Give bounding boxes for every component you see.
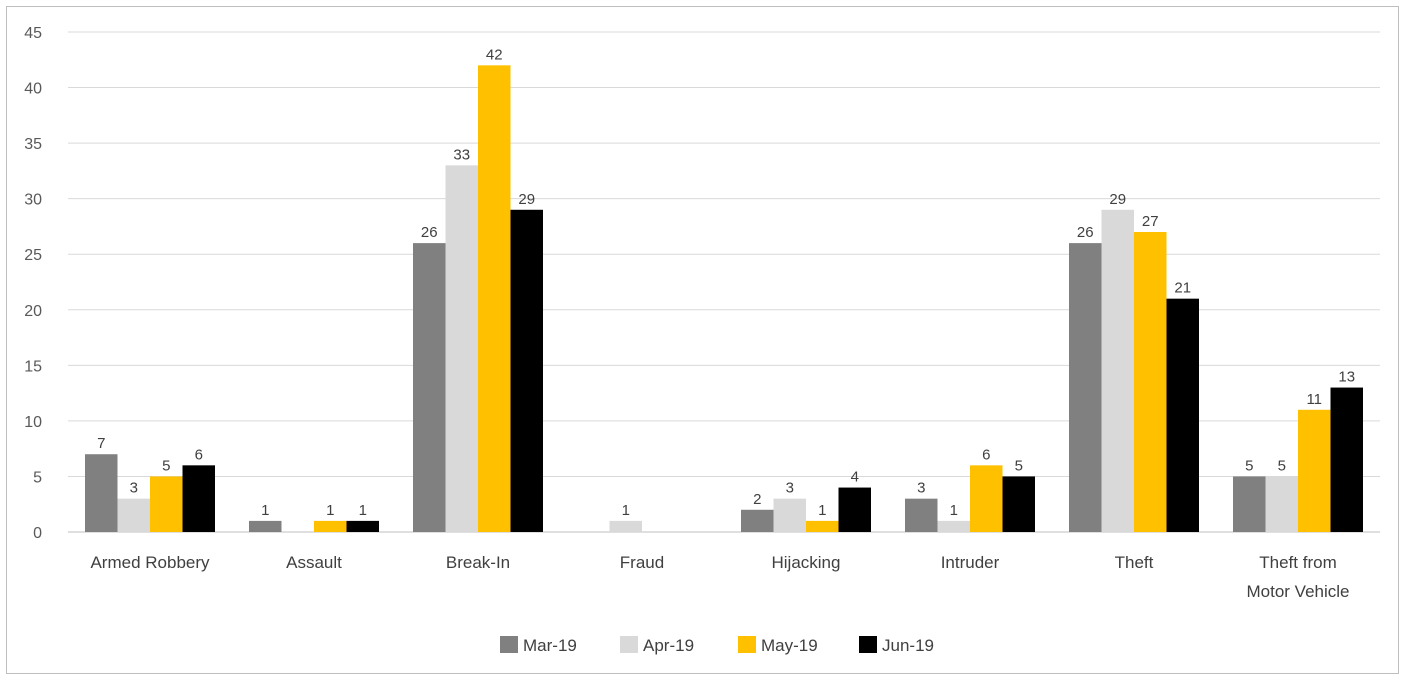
data-label: 4 — [851, 469, 859, 486]
data-label: 1 — [359, 502, 367, 519]
bar — [413, 243, 446, 532]
legend-label: Jun-19 — [882, 636, 934, 655]
x-category-label: Theft from — [1259, 553, 1336, 572]
x-category-label: Armed Robbery — [90, 553, 210, 572]
bar — [609, 520, 642, 532]
x-category-label: Fraud — [620, 553, 664, 572]
data-label: 6 — [982, 446, 990, 463]
bar — [346, 520, 379, 532]
data-label: 7 — [97, 435, 105, 452]
legend-label: May-19 — [761, 636, 818, 655]
data-label: 1 — [261, 502, 269, 519]
bar — [1134, 232, 1167, 532]
data-label: 2 — [753, 491, 761, 508]
data-label: 5 — [1015, 457, 1023, 474]
bar — [1233, 476, 1266, 532]
data-label: 26 — [1077, 224, 1094, 241]
data-label: 13 — [1338, 369, 1355, 386]
bar — [1330, 387, 1363, 532]
x-category-label: Hijacking — [772, 553, 841, 572]
legend-swatch — [738, 636, 756, 653]
data-label: 3 — [786, 480, 794, 497]
data-label: 21 — [1174, 280, 1191, 297]
bar — [478, 65, 511, 532]
bar — [510, 209, 543, 532]
y-tick-label: 45 — [24, 25, 42, 42]
data-label: 26 — [421, 224, 438, 241]
data-label: 5 — [1245, 457, 1253, 474]
x-category-label: Break-In — [446, 553, 510, 572]
y-tick-label: 0 — [33, 525, 42, 542]
x-category-label: Assault — [286, 553, 342, 572]
legend-swatch — [859, 636, 877, 653]
bar — [85, 454, 118, 532]
bar — [445, 165, 478, 533]
y-tick-label: 35 — [24, 136, 42, 153]
y-tick-label: 25 — [24, 247, 42, 264]
data-label: 5 — [162, 457, 170, 474]
data-label: 3 — [130, 480, 138, 497]
bar — [1069, 243, 1102, 532]
bar — [773, 498, 806, 532]
bar — [1166, 298, 1199, 532]
y-tick-label: 5 — [33, 469, 42, 486]
data-label: 1 — [622, 502, 630, 519]
bar — [970, 465, 1003, 532]
bar — [150, 476, 183, 532]
bar — [117, 498, 150, 532]
bar — [838, 487, 871, 532]
bar — [1265, 476, 1298, 532]
x-category-label: Theft — [1115, 553, 1154, 572]
y-tick-label: 40 — [24, 81, 42, 98]
bar — [1002, 476, 1035, 532]
x-category-label: Intruder — [941, 553, 1000, 572]
bar — [905, 498, 938, 532]
data-label: 1 — [950, 502, 958, 519]
bar — [1101, 209, 1134, 532]
data-label: 33 — [453, 146, 470, 163]
data-label: 1 — [326, 502, 334, 519]
y-tick-label: 10 — [24, 414, 42, 431]
data-label: 29 — [1109, 191, 1126, 208]
x-category-label: Motor Vehicle — [1247, 582, 1350, 601]
data-label: 27 — [1142, 213, 1159, 230]
data-label: 11 — [1306, 391, 1322, 408]
bar — [741, 509, 774, 532]
legend-label: Apr-19 — [643, 636, 694, 655]
bar — [806, 520, 839, 532]
legend-swatch — [620, 636, 638, 653]
bar — [937, 520, 970, 532]
legend-label: Mar-19 — [523, 636, 577, 655]
data-label: 29 — [518, 191, 535, 208]
bar — [249, 520, 282, 532]
y-tick-label: 30 — [24, 192, 42, 209]
data-label: 42 — [486, 46, 503, 63]
data-label: 5 — [1278, 457, 1286, 474]
bar — [314, 520, 347, 532]
y-tick-label: 15 — [24, 358, 42, 375]
legend-swatch — [500, 636, 518, 653]
bar — [1298, 409, 1331, 532]
data-label: 1 — [818, 502, 826, 519]
data-label: 3 — [917, 480, 925, 497]
y-tick-label: 20 — [24, 303, 42, 320]
data-label: 6 — [195, 446, 203, 463]
bar — [182, 465, 215, 532]
